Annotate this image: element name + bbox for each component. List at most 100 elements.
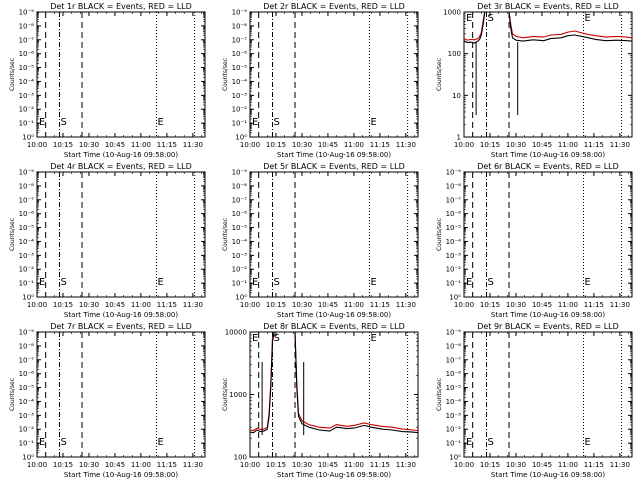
x-tick-label: 10:30 bbox=[506, 301, 526, 309]
x-tick-label: 11:30 bbox=[610, 141, 630, 149]
y-tick-label: 10⁻² bbox=[232, 266, 248, 274]
x-tick-label: 10:30 bbox=[79, 301, 99, 309]
marker-label: E bbox=[585, 13, 591, 24]
y-tick-label: 10⁻³ bbox=[232, 252, 248, 260]
y-tick-label: 10⁰ bbox=[449, 294, 461, 302]
y-tick-label: 10⁻² bbox=[446, 266, 462, 274]
x-tick-label: 11:15 bbox=[584, 141, 604, 149]
y-tick-label: 10⁻⁹ bbox=[19, 329, 35, 337]
x-tick-label: 10:15 bbox=[480, 301, 500, 309]
y-tick-label: 10⁻¹ bbox=[19, 440, 35, 448]
marker-label: E bbox=[371, 117, 377, 128]
x-tick-label: 10:45 bbox=[532, 301, 552, 309]
x-tick-label: 10:30 bbox=[292, 461, 312, 469]
y-tick-label: 10⁻² bbox=[232, 106, 248, 114]
x-tick-label: 11:00 bbox=[344, 141, 364, 149]
x-axis-label: Start Time (10-Aug-16 09:58:00) bbox=[491, 471, 605, 479]
x-tick-label: 11:00 bbox=[131, 141, 151, 149]
y-tick-label: 10⁻⁴ bbox=[19, 78, 35, 86]
y-tick-label: 1000 bbox=[443, 9, 461, 17]
y-tick-label: 10⁻⁶ bbox=[446, 370, 462, 378]
marker-label: E bbox=[371, 277, 377, 288]
x-tick-label: 11:30 bbox=[183, 301, 203, 309]
x-tick-label: 11:30 bbox=[610, 301, 630, 309]
x-tick-label: 10:30 bbox=[292, 301, 312, 309]
x-tick-label: 11:00 bbox=[558, 301, 578, 309]
y-tick-label: 10⁻⁴ bbox=[19, 398, 35, 406]
x-tick-label: 11:15 bbox=[157, 141, 177, 149]
y-tick-label: 10⁻⁹ bbox=[446, 329, 462, 337]
x-tick-label: 11:30 bbox=[396, 141, 416, 149]
chart-title: Det 2r BLACK = Events, RED = LLD bbox=[263, 2, 405, 11]
y-tick-label: 10⁻³ bbox=[19, 252, 35, 260]
marker-label: E bbox=[39, 277, 45, 288]
marker-label: E bbox=[585, 437, 591, 448]
x-tick-label: 11:15 bbox=[370, 461, 390, 469]
x-tick-label: 11:30 bbox=[396, 301, 416, 309]
y-tick-label: 10⁻⁷ bbox=[19, 356, 35, 364]
marker-label: E bbox=[252, 333, 258, 344]
x-tick-label: 10:00 bbox=[454, 141, 474, 149]
x-tick-label: 11:00 bbox=[131, 461, 151, 469]
y-tick-label: 10⁻¹ bbox=[446, 280, 462, 288]
y-tick-label: 100 bbox=[448, 50, 461, 58]
y-tick-label: 10⁻⁶ bbox=[446, 210, 462, 218]
y-tick-label: 100 bbox=[234, 454, 247, 462]
y-tick-label: 1 bbox=[457, 134, 461, 142]
y-tick-label: 10⁻⁶ bbox=[19, 210, 35, 218]
x-tick-label: 10:15 bbox=[480, 141, 500, 149]
chart-panel-1: Det 1r BLACK = Events, RED = LLD Counts/s… bbox=[9, 2, 206, 159]
x-axis-label: Start Time (10-Aug-16 09:58:00) bbox=[277, 151, 391, 159]
x-tick-label: 10:15 bbox=[53, 301, 73, 309]
y-tick-label: 10⁻⁹ bbox=[232, 9, 248, 17]
y-tick-label: 10⁻⁸ bbox=[232, 22, 248, 30]
marker-label: E bbox=[158, 277, 164, 288]
marker-label: S bbox=[488, 277, 494, 288]
y-tick-label: 10⁰ bbox=[22, 294, 34, 302]
marker-label: S bbox=[488, 437, 494, 448]
y-tick-label: 10⁻⁴ bbox=[232, 238, 248, 246]
y-tick-label: 10⁻⁵ bbox=[19, 384, 35, 392]
x-tick-label: 11:30 bbox=[183, 141, 203, 149]
x-tick-label: 11:30 bbox=[610, 461, 630, 469]
marker-label: E bbox=[371, 333, 377, 344]
marker-label: S bbox=[61, 277, 67, 288]
y-tick-label: 10⁻¹ bbox=[232, 120, 248, 128]
y-tick-label: 10⁰ bbox=[22, 454, 34, 462]
x-tick-label: 11:15 bbox=[157, 301, 177, 309]
y-tick-label: 10⁻⁹ bbox=[446, 169, 462, 177]
series-line-lld bbox=[250, 332, 418, 432]
chart-panel-6: Det 6r BLACK = Events, RED = LLD Counts/s… bbox=[436, 162, 633, 319]
y-tick-label: 10⁻⁶ bbox=[19, 370, 35, 378]
x-tick-label: 10:00 bbox=[454, 461, 474, 469]
chart-title: Det 7r BLACK = Events, RED = LLD bbox=[50, 322, 192, 331]
y-tick-label: 10⁻⁵ bbox=[232, 64, 248, 72]
marker-label: E bbox=[252, 277, 258, 288]
x-tick-label: 10:00 bbox=[27, 301, 47, 309]
marker-label: E bbox=[158, 117, 164, 128]
y-tick-label: 10⁻⁶ bbox=[19, 50, 35, 58]
chart-title: Det 4r BLACK = Events, RED = LLD bbox=[50, 162, 192, 171]
y-tick-label: 10⁻¹ bbox=[446, 440, 462, 448]
y-tick-label: 10⁻⁹ bbox=[19, 169, 35, 177]
marker-label: E bbox=[466, 13, 472, 24]
y-tick-label: 10⁰ bbox=[449, 454, 461, 462]
x-axis-label: Start Time (10-Aug-16 09:58:00) bbox=[491, 311, 605, 319]
x-tick-label: 10:15 bbox=[53, 461, 73, 469]
y-tick-label: 10⁻² bbox=[19, 266, 35, 274]
y-tick-label: 10⁻⁸ bbox=[446, 182, 462, 190]
y-tick-label: 10⁻⁵ bbox=[19, 64, 35, 72]
y-axis-label: Counts/sec bbox=[222, 378, 229, 411]
x-tick-label: 10:00 bbox=[454, 301, 474, 309]
x-tick-label: 10:30 bbox=[79, 461, 99, 469]
x-tick-label: 10:30 bbox=[506, 141, 526, 149]
x-tick-label: 11:15 bbox=[157, 461, 177, 469]
chart-panel-3: Det 3r BLACK = Events, RED = LLD Counts/s… bbox=[436, 2, 633, 159]
x-axis-label: Start Time (10-Aug-16 09:58:00) bbox=[64, 311, 178, 319]
chart-panel-8: Det 8r BLACK = Events, RED = LLD Counts/s… bbox=[222, 322, 419, 479]
y-axis-label: Counts/sec bbox=[222, 218, 229, 251]
y-tick-label: 10⁻⁵ bbox=[446, 384, 462, 392]
chart-panel-7: Det 7r BLACK = Events, RED = LLD Counts/s… bbox=[9, 322, 206, 479]
x-tick-label: 10:45 bbox=[532, 141, 552, 149]
